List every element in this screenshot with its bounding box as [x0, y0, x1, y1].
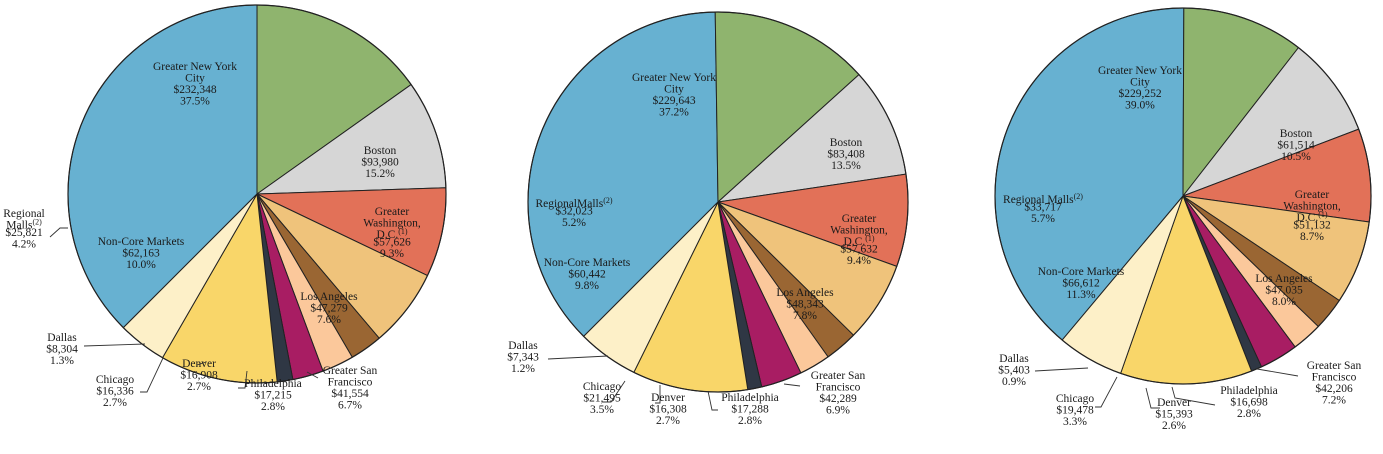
- pie-outline: [67, 4, 447, 384]
- leader-line-philadelphia: [1171, 386, 1216, 406]
- leader-line-regional-malls: [49, 227, 68, 238]
- pie-outline: [994, 7, 1372, 385]
- data-label-los-angeles: Los Angeles $47,279 7.6%: [300, 291, 358, 326]
- data-label-greater-new-york-city: Greater New York City $229,252 39.0%: [1098, 65, 1182, 112]
- data-label-philadelphia: Philadelphia $16,698 2.8%: [1220, 385, 1278, 420]
- leader-line-greater-san-francisco: [1256, 368, 1299, 377]
- leader-line-dallas: [1034, 367, 1089, 372]
- data-label-dallas: Dallas $8,304 1.3%: [46, 332, 78, 367]
- leader-line-dallas: [547, 355, 609, 360]
- data-label-boston: Boston $83,408 13.5%: [827, 137, 865, 172]
- pie-chart-3: Greater New York City $229,252 39.0% Boston $…: [994, 7, 1372, 432]
- data-label-greater-washington-d-c: Greater Washington, D.C.(1) $57,632 9.4%: [830, 213, 888, 267]
- data-label-philadelphia: Philadelphia $17,288 2.8%: [721, 392, 779, 427]
- data-label-regional-malls: RegionalMalls(2) $32,023 5.2%: [535, 196, 612, 229]
- data-label-boston: Boston $93,980 15.2%: [361, 145, 399, 180]
- leader-line-greater-san-francisco: [783, 383, 801, 387]
- data-label-non-core-markets: Non-Core Markets $62,163 10.0%: [98, 236, 185, 271]
- pie-chart-1: Greater New York City $232,348 37.5% Boston $…: [3, 4, 447, 413]
- data-label-denver: Denver $16,308 2.7%: [649, 392, 687, 427]
- data-label-chicago: Chicago $16,336 2.7%: [96, 374, 135, 409]
- data-label-greater-washington-d-c: Greater Washington, D.C.(1) $51,132 8.7%: [1283, 189, 1341, 243]
- data-label-denver: Denver $16,908 2.7%: [180, 358, 218, 393]
- leader-line-denver: [196, 361, 207, 366]
- data-label-philadelphia: Philadelphia $17,215 2.8%: [244, 378, 302, 413]
- data-label-los-angeles: Los Angeles $48,343 7.8%: [776, 287, 834, 322]
- leader-line-denver: [655, 385, 661, 404]
- data-label-greater-new-york-city: Greater New York City $232,348 37.5%: [153, 61, 237, 108]
- data-label-greater-san-francisco: Greater San Francisco $41,554 6.7%: [323, 365, 378, 412]
- data-label-chicago: Chicago $19,478 3.3%: [1056, 393, 1095, 428]
- leader-line-philadelphia: [238, 370, 248, 389]
- pie-outline: [527, 11, 909, 393]
- data-label-regional-malls: Regional Malls(2) $25,821 4.2%: [3, 208, 45, 251]
- leader-line-denver: [1145, 387, 1160, 409]
- leader-line-philadelphia: [707, 390, 718, 411]
- data-label-dallas: Dallas $7,343 1.2%: [507, 340, 539, 375]
- data-label-greater-san-francisco: Greater San Francisco $42,289 6.9%: [811, 370, 866, 417]
- data-label-regional-malls: Regional Malls(2) $33,717 5.7%: [1003, 192, 1083, 225]
- leader-line-dallas: [83, 343, 146, 347]
- data-label-greater-new-york-city: Greater New York City $229,643 37.2%: [632, 72, 716, 119]
- leader-line-chicago: [140, 357, 164, 393]
- data-label-greater-san-francisco: Greater San Francisco $42,206 7.2%: [1307, 360, 1362, 407]
- pie-chart-2: Greater New York City $229,643 37.2% Boston $…: [507, 11, 909, 427]
- leader-line-chicago: [603, 380, 626, 403]
- data-label-chicago: Chicago $21,495 3.5%: [583, 381, 622, 416]
- data-label-greater-washington-d-c: Greater Washington, D.C.(1) $57,626 9.3%: [363, 206, 421, 260]
- leader-line-greater-san-francisco: [306, 371, 319, 379]
- data-label-denver: Denver $15,393 2.6%: [1155, 397, 1193, 432]
- data-label-non-core-markets: Non-Core Markets $66,612 11.3%: [1038, 266, 1125, 301]
- data-label-boston: Boston $61,514 10.5%: [1277, 128, 1315, 163]
- data-label-dallas: Dallas $5,403 0.9%: [998, 353, 1030, 388]
- data-label-los-angeles: Los Angeles $47,035 8.0%: [1255, 273, 1313, 308]
- data-label-non-core-markets: Non-Core Markets $60,442 9.8%: [544, 257, 631, 292]
- leader-line-chicago: [1095, 376, 1118, 408]
